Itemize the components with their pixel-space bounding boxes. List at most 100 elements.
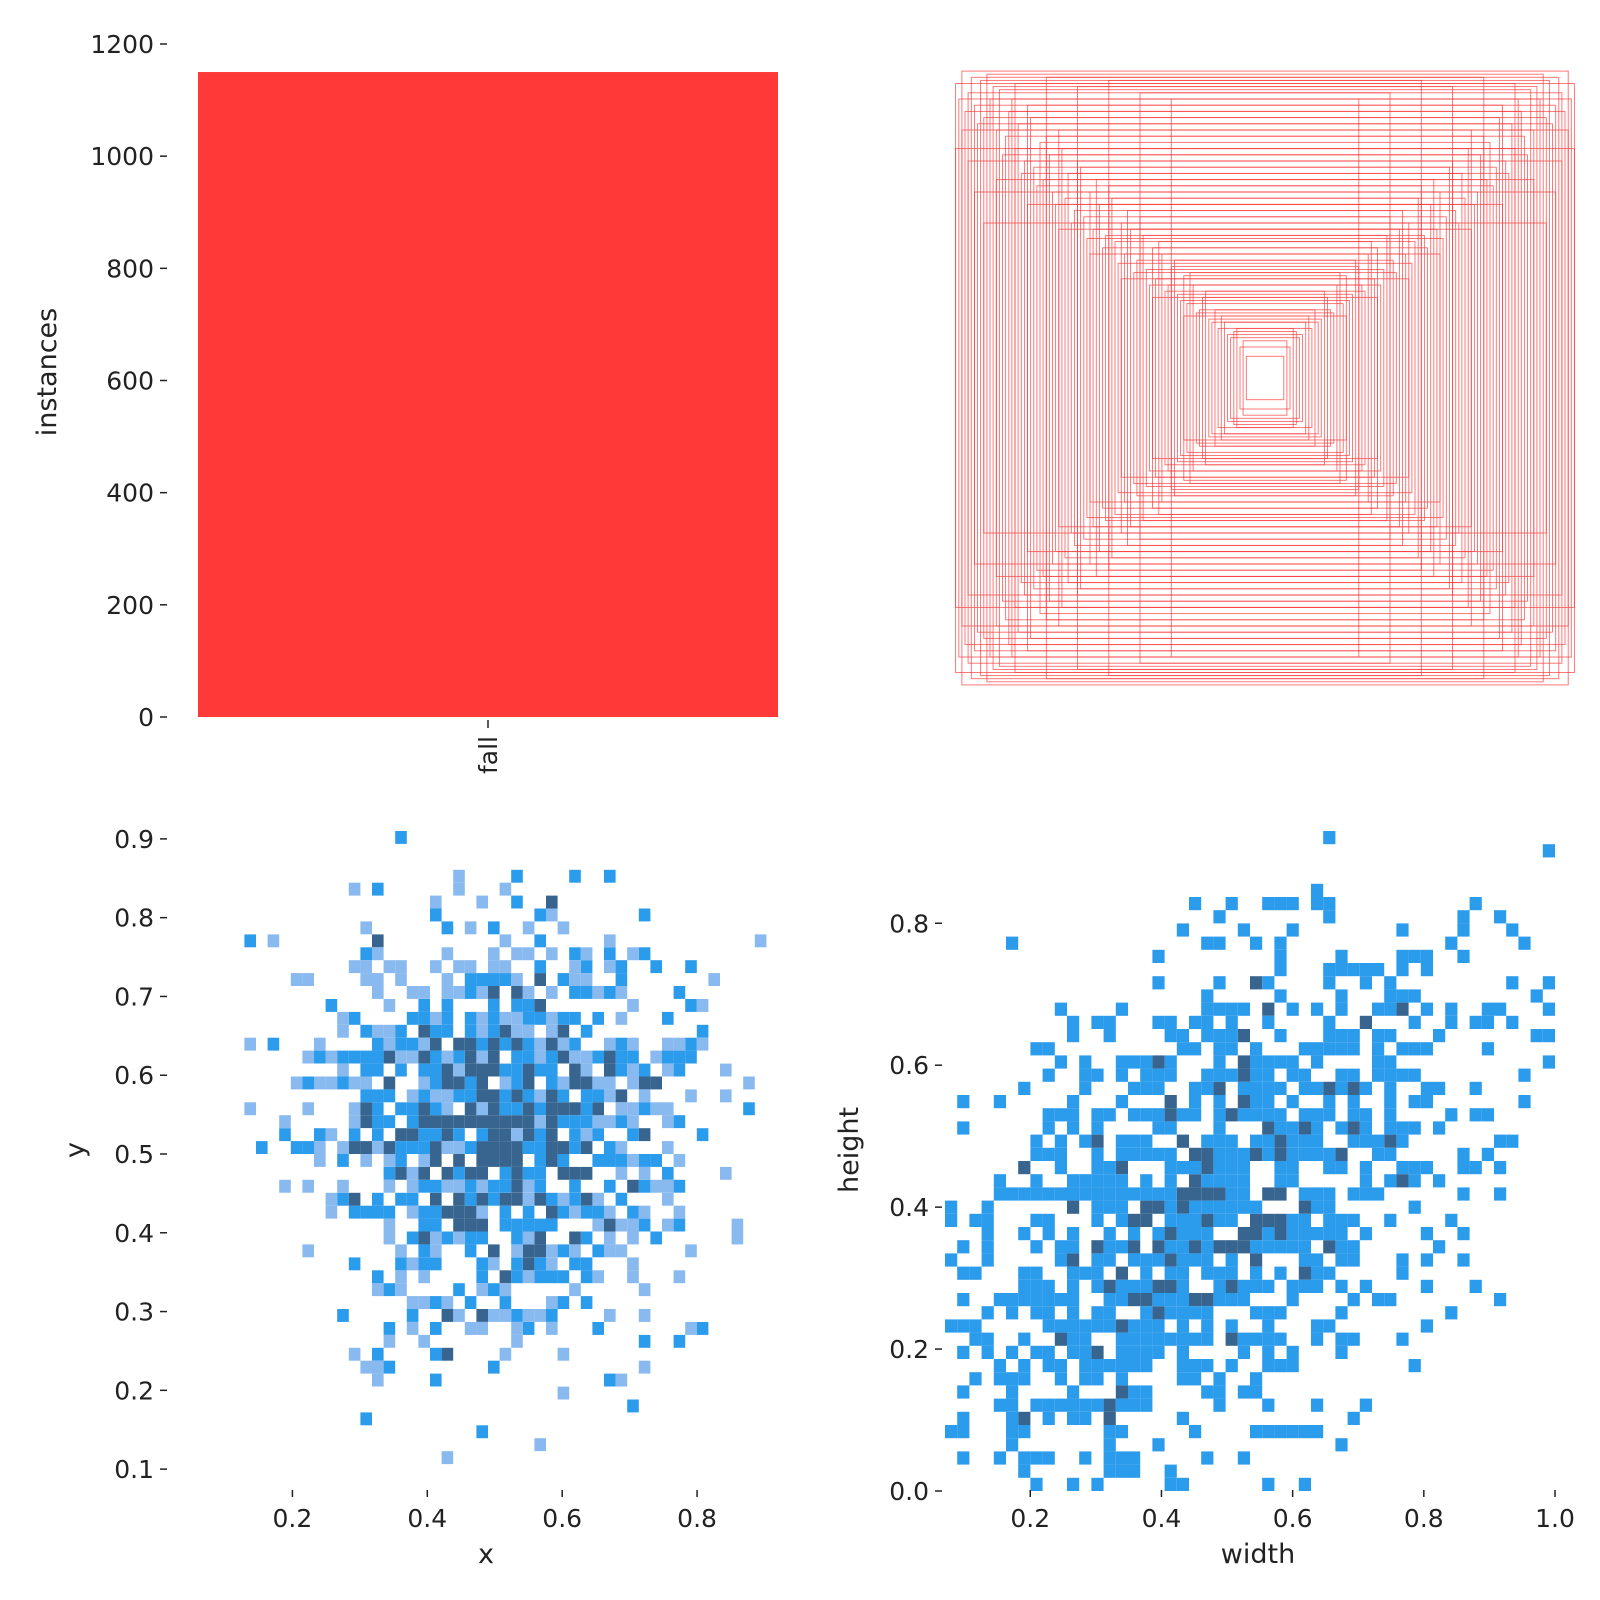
xy-cell-317 bbox=[580, 1128, 593, 1142]
box-outline-57 bbox=[1245, 355, 1285, 401]
xy-cell-500 bbox=[511, 1063, 523, 1077]
xy-cell-88 bbox=[604, 869, 616, 883]
xy-cell-22 bbox=[372, 934, 384, 948]
xy-cell-529 bbox=[325, 1128, 338, 1142]
wh-cell-21 bbox=[957, 1319, 970, 1333]
wh-cell-382 bbox=[1091, 1134, 1104, 1148]
wh-cell-506 bbox=[1115, 1174, 1128, 1188]
xy-cell-165 bbox=[430, 895, 442, 909]
wh-cell-25 bbox=[1067, 1306, 1080, 1320]
box-outline-54 bbox=[1233, 331, 1297, 425]
xy-cell-531 bbox=[488, 1283, 500, 1297]
xy-cell-338 bbox=[302, 973, 314, 986]
wh-cell-133 bbox=[1433, 1029, 1446, 1043]
wh-cell-424 bbox=[957, 1411, 970, 1425]
wh-cell-726 bbox=[1384, 1029, 1397, 1043]
wh-cell-15 bbox=[1311, 1055, 1324, 1069]
wh-cell-181 bbox=[1213, 1372, 1226, 1386]
box-overlay-chart bbox=[955, 70, 1575, 686]
wh-cell-731 bbox=[1201, 1359, 1214, 1373]
box-outline-110 bbox=[1152, 296, 1378, 460]
xy-cell-580 bbox=[325, 999, 338, 1012]
wh-cell-124 bbox=[1115, 1147, 1128, 1161]
wh-cell-50 bbox=[981, 1240, 994, 1254]
wh-cell-618 bbox=[1262, 1015, 1275, 1029]
wh-cell-1 bbox=[1237, 1055, 1250, 1069]
xy-cell-284 bbox=[337, 1309, 349, 1322]
xy-cell-235 bbox=[372, 1115, 384, 1129]
wh-cell-441 bbox=[1164, 1464, 1177, 1478]
wh-cell-518 bbox=[1054, 1187, 1067, 1201]
xy-cell-535 bbox=[511, 869, 523, 883]
box-outline-106 bbox=[1027, 203, 1503, 553]
wh-cell-531 bbox=[1140, 1187, 1153, 1201]
wh-cell-80 bbox=[993, 1359, 1006, 1373]
xy-cell-594 bbox=[604, 1309, 616, 1322]
box-outline-23 bbox=[1073, 210, 1457, 546]
wh-cell-281 bbox=[1506, 976, 1519, 990]
xy-cell-187 bbox=[650, 1179, 662, 1193]
xy-cell-167 bbox=[569, 1037, 581, 1051]
wh-cell-502 bbox=[1164, 1108, 1177, 1122]
wh-cell-259 bbox=[1286, 1068, 1299, 1082]
xy-cell-24 bbox=[418, 1063, 430, 1077]
wh-cell-189 bbox=[1250, 1108, 1263, 1122]
wh-cell-366 bbox=[1335, 1240, 1348, 1254]
xy-cell-632 bbox=[615, 960, 628, 974]
xy-cell-164 bbox=[464, 1037, 477, 1051]
wh-cell-405 bbox=[1006, 1411, 1019, 1425]
xy-cell-136 bbox=[360, 1024, 372, 1038]
wh-cell-607 bbox=[1189, 1042, 1202, 1056]
wh-cell-207 bbox=[1237, 1081, 1250, 1095]
wh-cell-194 bbox=[1347, 1213, 1360, 1227]
wh-cell-38 bbox=[1164, 1213, 1177, 1227]
wh-cell-273 bbox=[1384, 1002, 1397, 1016]
xy-cell-214 bbox=[430, 1322, 442, 1335]
xy-cell-480 bbox=[627, 1050, 639, 1064]
box-outline-108 bbox=[1089, 253, 1441, 503]
wh-cell-118 bbox=[1262, 1359, 1275, 1373]
xy-cell-362 bbox=[360, 1154, 372, 1167]
box-outline-97 bbox=[1108, 79, 1422, 677]
xy-cell-225 bbox=[534, 1257, 546, 1271]
wh-cell-65 bbox=[1347, 1134, 1360, 1148]
wh-cell-129 bbox=[1359, 1015, 1372, 1029]
wh-cell-434 bbox=[1359, 1187, 1372, 1201]
box-outline-71 bbox=[1080, 166, 1450, 590]
xy-cell-358 bbox=[662, 1218, 674, 1232]
xy-cell-189 bbox=[546, 1076, 558, 1090]
xy-cell-101 bbox=[685, 960, 697, 974]
wh-cell-442 bbox=[1152, 1015, 1165, 1029]
wh-cell-283 bbox=[1091, 1147, 1104, 1161]
wh-cell-586 bbox=[1262, 1055, 1275, 1069]
wh-cell-49 bbox=[1103, 1187, 1116, 1201]
xy-cell-318 bbox=[464, 960, 477, 974]
wh-cell-136 bbox=[981, 1200, 994, 1214]
wh-cell-471 bbox=[1067, 1227, 1080, 1241]
wh-y-ticks: 0.00.20.40.60.8 bbox=[889, 909, 942, 1506]
xy-cell-259 bbox=[557, 1141, 570, 1154]
wh-cell-385 bbox=[1213, 1002, 1226, 1016]
xy-cell-333 bbox=[522, 1037, 535, 1051]
wh-cell-229 bbox=[1274, 1108, 1287, 1122]
wh-cell-380 bbox=[1201, 1134, 1214, 1148]
xy-cell-32 bbox=[546, 1050, 558, 1064]
wh-cell-432 bbox=[1189, 1332, 1202, 1346]
wh-cell-468 bbox=[1384, 1108, 1397, 1122]
xy-cell-193 bbox=[499, 1154, 512, 1167]
wh-cell-43 bbox=[1420, 949, 1433, 963]
wh-cell-648 bbox=[1262, 1345, 1275, 1359]
wh-cell-687 bbox=[1457, 1253, 1470, 1267]
box-outline-105 bbox=[995, 179, 1535, 577]
xy-cell-138 bbox=[569, 1102, 581, 1116]
wh-cell-234 bbox=[969, 1332, 982, 1346]
xy-cell-561 bbox=[372, 1360, 384, 1374]
xy-cell-21 bbox=[348, 882, 361, 896]
box-outline-83 bbox=[1173, 259, 1357, 497]
xy-cell-559 bbox=[430, 1231, 442, 1245]
box-outline-81 bbox=[1158, 241, 1372, 515]
wh-cell-368 bbox=[1274, 1359, 1287, 1373]
wh-cell-271 bbox=[1372, 1147, 1385, 1161]
wh-cell-280 bbox=[1189, 1359, 1202, 1373]
xy-cell-313 bbox=[441, 1231, 454, 1245]
